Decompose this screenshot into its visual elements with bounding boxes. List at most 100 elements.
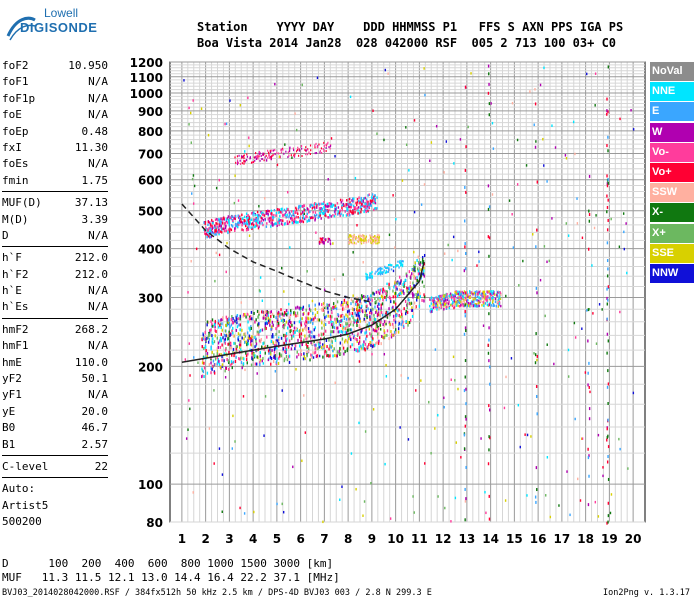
echo-point (485, 297, 487, 301)
echo-point (267, 316, 270, 320)
noise-point (287, 190, 289, 194)
echo-point (239, 314, 241, 318)
echo-point (348, 197, 351, 201)
echo-point (266, 222, 268, 225)
echo-point (268, 220, 271, 223)
echo-point (322, 202, 325, 206)
profile-curves (181, 203, 425, 363)
echo-point (373, 237, 376, 240)
noise-point (453, 306, 455, 310)
x-tick-label: 6 (296, 532, 304, 546)
echo-point (334, 204, 336, 207)
noise-point (526, 433, 529, 437)
echo-point (323, 201, 325, 204)
echo-point (360, 297, 363, 301)
param-separator (2, 477, 108, 479)
echo-point (361, 309, 363, 313)
echo-point (345, 317, 348, 321)
param-name: fmin (2, 173, 29, 187)
echo-point (467, 301, 470, 305)
noise-point (564, 154, 567, 157)
echo-point (298, 148, 300, 151)
echo-point (267, 349, 270, 353)
echo-point (339, 352, 342, 356)
noise-point (516, 183, 519, 186)
noise-point (574, 417, 576, 421)
noise-point (551, 217, 553, 220)
echo-point (222, 316, 224, 320)
echo-point (357, 313, 359, 317)
echo-point (259, 152, 261, 155)
y-tick-label: 1000 (130, 87, 163, 101)
echo-point (390, 268, 393, 271)
noise-point (606, 332, 609, 336)
echo-point (354, 206, 356, 209)
noise-point (625, 222, 627, 225)
echo-point (417, 272, 420, 276)
noise-point (267, 358, 270, 362)
noise-point (218, 447, 221, 450)
echo-point (341, 199, 344, 202)
echo-point (261, 158, 263, 161)
noise-point (334, 381, 336, 384)
echo-point (349, 345, 352, 349)
echo-point (368, 327, 371, 331)
echo-point (236, 325, 239, 329)
echo-point (349, 201, 351, 204)
echo-point (396, 264, 398, 267)
echo-point (213, 323, 216, 327)
echo-point (377, 335, 379, 339)
echo-point (441, 298, 443, 301)
noise-point (248, 136, 250, 139)
echo-point (470, 300, 473, 303)
echo-point (290, 217, 292, 220)
echo-point (207, 320, 210, 324)
echo-point (341, 204, 343, 208)
echo-point (358, 237, 360, 240)
noise-point (488, 82, 490, 86)
echo-point (244, 312, 246, 316)
x-tick-label: 18 (577, 532, 594, 546)
echo-point (212, 337, 214, 341)
echo-point (296, 350, 298, 354)
echo-point (380, 306, 382, 310)
echo-point (264, 217, 266, 221)
echo-point (330, 307, 332, 311)
echo-point (288, 339, 291, 343)
x-tick-label: 4 (249, 532, 257, 546)
echo-point (206, 228, 208, 231)
echo-point (448, 300, 450, 303)
noise-point (464, 185, 466, 189)
echo-point (214, 233, 216, 236)
echo-point (280, 211, 282, 214)
echo-point (327, 310, 329, 314)
noise-point (488, 494, 490, 498)
echo-point (446, 301, 448, 305)
noise-point (384, 462, 386, 466)
echo-point (262, 223, 264, 227)
echo-point (303, 352, 305, 356)
echo-point (319, 241, 321, 244)
echo-point (271, 333, 274, 337)
noise-point (361, 294, 363, 297)
echo-point (273, 347, 276, 351)
noise-point (385, 375, 388, 378)
echo-point (297, 338, 299, 342)
x-tick-label: 5 (273, 532, 281, 546)
echo-point (454, 294, 456, 298)
echo-point (353, 328, 355, 332)
echo-point (295, 327, 298, 331)
echo-point (263, 341, 265, 345)
echo-point (219, 220, 221, 224)
echo-point (317, 318, 320, 322)
echo-point (360, 344, 362, 348)
echo-point (392, 333, 395, 337)
echo-point (271, 214, 273, 217)
noise-point (193, 184, 196, 188)
echo-point (348, 309, 350, 313)
noise-point (379, 328, 382, 331)
echo-point (299, 335, 302, 339)
echo-point (280, 219, 283, 222)
echo-point (334, 338, 337, 342)
echo-point (397, 309, 399, 313)
